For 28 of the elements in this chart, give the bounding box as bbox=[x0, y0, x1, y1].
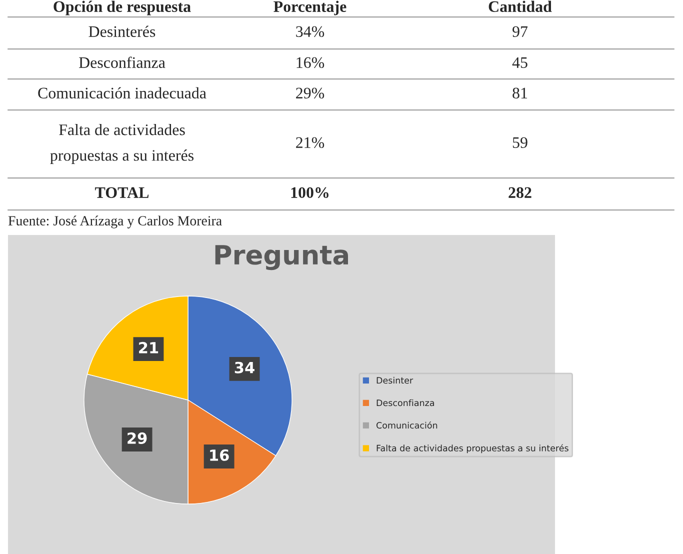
text: 21% bbox=[296, 137, 324, 148]
text: 282 bbox=[508, 187, 532, 198]
data-label: 29 bbox=[128, 432, 147, 444]
text: 16% bbox=[296, 57, 324, 68]
text: Cantidad bbox=[488, 0, 552, 12]
data-label: 16 bbox=[210, 449, 229, 461]
text: 45 bbox=[512, 57, 528, 68]
text: 100% bbox=[291, 187, 328, 198]
text: 97 bbox=[512, 26, 528, 37]
legend-label: Desconfianza bbox=[376, 399, 434, 406]
chart-title: Pregunta bbox=[215, 245, 348, 270]
text: Opción de respuesta bbox=[54, 0, 191, 16]
data-label: 34 bbox=[234, 362, 254, 374]
text: 81 bbox=[512, 88, 528, 98]
legend-label: Falta de actividades propuestas a su interés bbox=[376, 444, 568, 454]
text: 29% bbox=[296, 88, 324, 99]
text: Porcentaje bbox=[274, 0, 346, 16]
text: 59 bbox=[512, 137, 528, 148]
text: Desinterés bbox=[88, 26, 156, 37]
text: Desconfianza bbox=[79, 56, 166, 68]
legend-label: Desinter bbox=[376, 376, 414, 384]
text: TOTAL bbox=[95, 187, 149, 198]
text: 34% bbox=[296, 26, 324, 38]
legend-label: Comunicación bbox=[376, 421, 438, 429]
text: Comunicación inadecuada bbox=[38, 87, 206, 98]
data-label: 21 bbox=[139, 342, 158, 354]
source-note: Fuente: José Arízaga y Carlos Moreira bbox=[8, 216, 222, 228]
text: Falta de actividades propuestas a su interés bbox=[50, 124, 194, 164]
